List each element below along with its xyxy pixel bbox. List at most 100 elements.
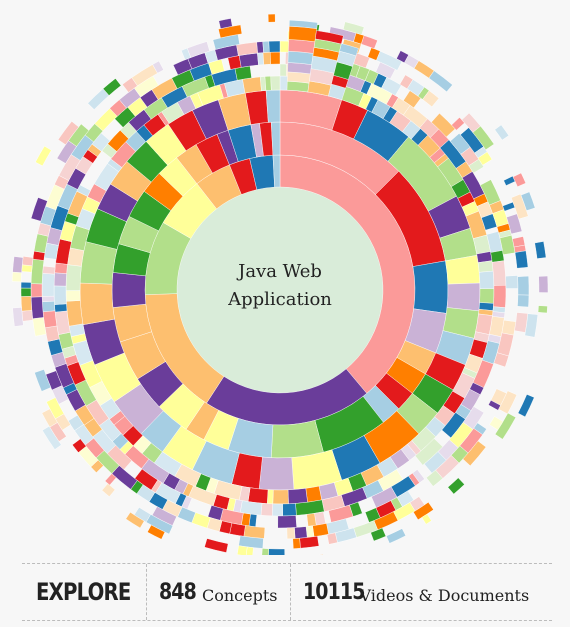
sunburst-segment[interactable]: [282, 503, 297, 517]
sunburst-segment[interactable]: [288, 39, 316, 54]
sunburst-segment[interactable]: [270, 75, 281, 91]
sunburst-segment[interactable]: [493, 352, 509, 368]
sunburst-segment[interactable]: [236, 545, 248, 555]
sunburst-segment[interactable]: [451, 117, 465, 131]
sunburst-segment[interactable]: [247, 487, 269, 504]
sunburst-segment[interactable]: [272, 503, 283, 517]
sunburst-segment[interactable]: [67, 247, 85, 267]
sunburst-segment[interactable]: [386, 528, 407, 544]
sunburst-segment[interactable]: [20, 287, 32, 297]
sunburst-segment[interactable]: [218, 18, 233, 29]
sunburst-segment[interactable]: [477, 260, 494, 273]
sunburst-segment[interactable]: [238, 535, 264, 549]
sunburst-segment[interactable]: [277, 515, 297, 529]
sunburst-segment[interactable]: [524, 313, 539, 338]
sunburst-segment[interactable]: [506, 213, 523, 235]
sunburst-segment[interactable]: [12, 256, 24, 273]
sunburst-segment[interactable]: [426, 469, 444, 487]
sunburst-segment[interactable]: [413, 502, 434, 521]
sunburst-segment[interactable]: [306, 513, 317, 527]
sunburst-segment[interactable]: [20, 282, 32, 289]
sunburst-segment[interactable]: [288, 26, 317, 42]
explore-label[interactable]: EXPLORE: [36, 578, 131, 606]
sunburst-segment[interactable]: [412, 260, 449, 314]
sunburst-segment[interactable]: [186, 41, 210, 58]
sunburst-segment[interactable]: [505, 275, 519, 289]
sunburst-segment[interactable]: [21, 310, 34, 322]
sunburst-segment[interactable]: [534, 241, 547, 259]
sunburst-segment[interactable]: [53, 272, 67, 287]
sunburst-segment[interactable]: [517, 294, 530, 308]
sunburst-segment[interactable]: [30, 197, 48, 222]
sunburst-segment[interactable]: [152, 60, 164, 74]
sunburst-segment[interactable]: [477, 151, 493, 166]
sunburst-segment[interactable]: [67, 414, 84, 431]
sunburst-segment[interactable]: [227, 55, 242, 70]
sunburst-segment[interactable]: [339, 43, 359, 57]
sunburst-segment[interactable]: [428, 70, 453, 93]
sunburst-segment[interactable]: [537, 305, 548, 314]
sunburst-segment[interactable]: [42, 300, 56, 313]
sunburst-segment[interactable]: [472, 125, 495, 151]
sunburst-segment[interactable]: [269, 51, 281, 65]
sunburst-segment[interactable]: [204, 538, 229, 553]
sunburst-segment[interactable]: [102, 78, 122, 96]
sunburst-segment[interactable]: [229, 522, 246, 537]
sunburst-segment[interactable]: [21, 264, 33, 273]
sunburst-segment[interactable]: [421, 513, 432, 525]
sunburst-segment[interactable]: [502, 201, 516, 212]
sunburst-segment[interactable]: [479, 288, 495, 304]
sunburst-segment[interactable]: [260, 503, 273, 517]
explore-section[interactable]: EXPLORE: [22, 564, 147, 620]
sunburst-segment[interactable]: [125, 512, 145, 529]
sunburst-segment[interactable]: [42, 425, 62, 450]
sunburst-segment[interactable]: [147, 524, 166, 540]
sunburst-chart[interactable]: Java Web Application: [0, 0, 570, 555]
sunburst-segment[interactable]: [111, 272, 146, 308]
sunburst-svg[interactable]: [0, 0, 570, 555]
sunburst-segment[interactable]: [501, 319, 517, 336]
sunburst-segment[interactable]: [257, 52, 265, 66]
sunburst-segment[interactable]: [20, 296, 33, 312]
sunburst-segment[interactable]: [326, 532, 338, 545]
sunburst-segment[interactable]: [270, 121, 281, 156]
sunburst-segment[interactable]: [42, 265, 56, 275]
sunburst-segment[interactable]: [30, 283, 43, 298]
sunburst-segment[interactable]: [261, 548, 269, 555]
sunburst-segment[interactable]: [41, 273, 55, 297]
sunburst-segment[interactable]: [447, 477, 465, 495]
sunburst-segment[interactable]: [312, 523, 329, 537]
sunburst-segment[interactable]: [305, 485, 322, 503]
sunburst-segment[interactable]: [34, 369, 52, 392]
sunburst-segment[interactable]: [286, 527, 296, 540]
sunburst-segment[interactable]: [361, 35, 378, 50]
sunburst-segment[interactable]: [30, 296, 44, 319]
sunburst-segment[interactable]: [299, 535, 320, 549]
sunburst-segment[interactable]: [514, 250, 529, 269]
sunburst-segment[interactable]: [479, 270, 495, 289]
sunburst-segment[interactable]: [376, 50, 403, 71]
sunburst-segment[interactable]: [243, 525, 266, 539]
sunburst-segment[interactable]: [54, 303, 68, 313]
sunburst-segment[interactable]: [54, 262, 68, 274]
sunburst-segment[interactable]: [446, 282, 481, 312]
sunburst-segment[interactable]: [270, 420, 324, 459]
sunburst-segment[interactable]: [381, 77, 402, 96]
sunburst-segment[interactable]: [53, 285, 67, 305]
sunburst-segment[interactable]: [264, 75, 272, 91]
sunburst-segment[interactable]: [491, 260, 507, 286]
sunburst-segment[interactable]: [538, 275, 549, 293]
sunburst-segment[interactable]: [65, 290, 81, 302]
sunburst-segment[interactable]: [256, 41, 264, 54]
sunburst-segment[interactable]: [65, 264, 82, 291]
sunburst-segment[interactable]: [287, 51, 314, 65]
sunburst-segment[interactable]: [22, 256, 34, 266]
sunburst-segment[interactable]: [57, 121, 80, 145]
sunburst-segment[interactable]: [72, 438, 87, 453]
sunburst-segment[interactable]: [520, 191, 536, 211]
sunburst-segment[interactable]: [294, 526, 308, 539]
sunburst-segment[interactable]: [494, 124, 510, 141]
sunburst-segment[interactable]: [370, 527, 387, 542]
sunburst-segment[interactable]: [517, 275, 530, 296]
sunburst-segment[interactable]: [289, 19, 318, 29]
